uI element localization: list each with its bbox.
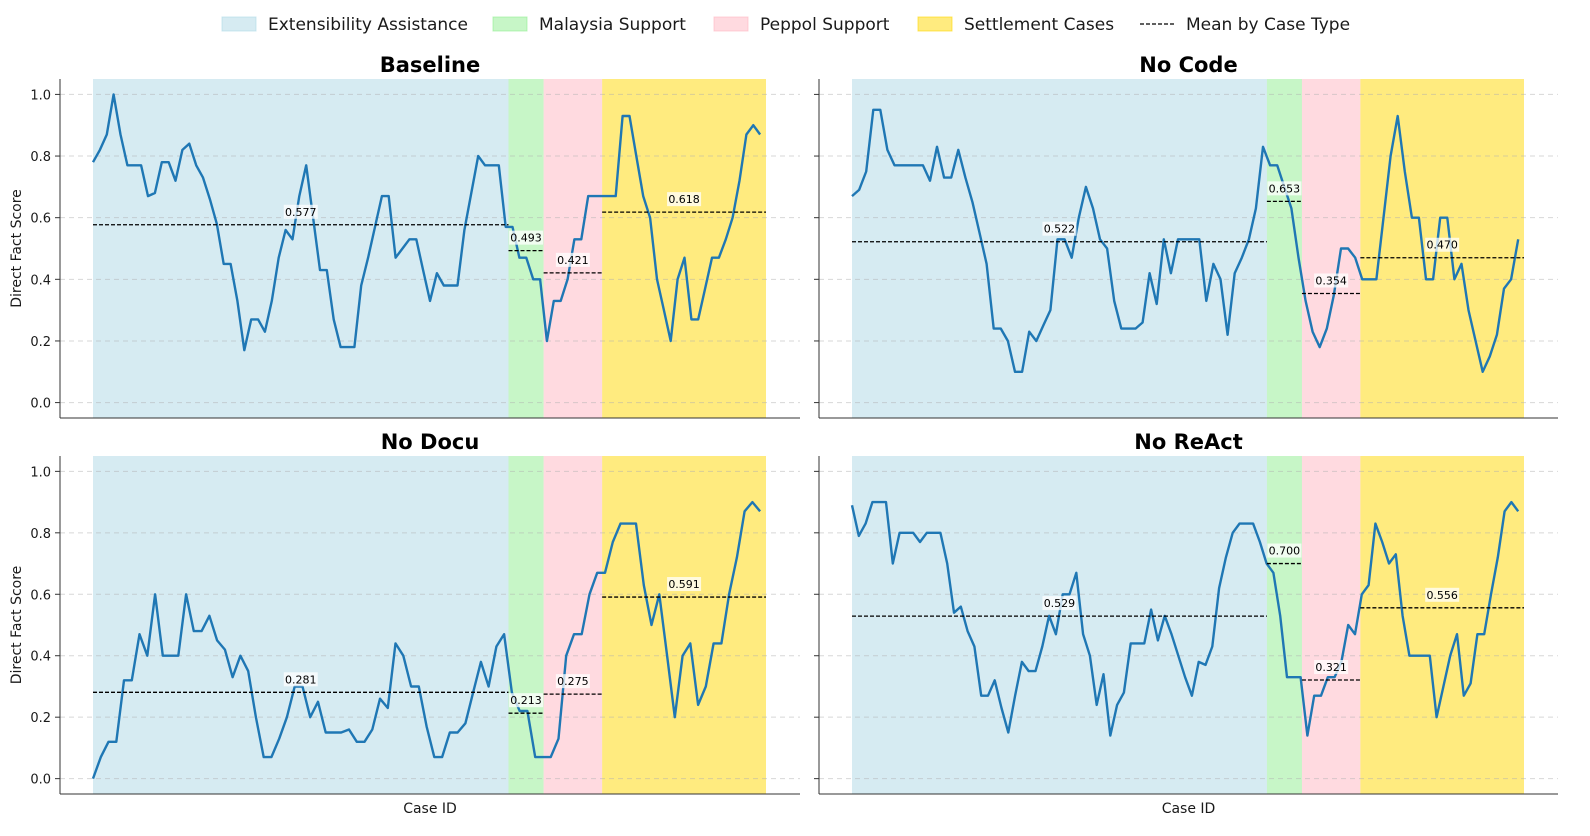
y-tick-label: 1.0	[30, 465, 51, 480]
mean-label: 0.470	[1426, 239, 1458, 252]
mean-label-box	[1425, 587, 1460, 602]
legend-label: Malaysia Support	[539, 15, 686, 35]
legend-item: Peppol Support	[713, 15, 890, 35]
mean-label: 0.700	[1269, 545, 1301, 558]
legend: Extensibility Assistance Malaysia Support…	[221, 15, 1350, 35]
y-tick-label: 0.2	[30, 335, 51, 350]
panel-title: Baseline	[380, 53, 481, 77]
panel: 0.0 0.2 0.4 0.6 0.8 1.0 0.281 0.213 0.275 0.591 No…	[9, 430, 800, 817]
mean-label: 0.281	[285, 673, 317, 686]
case-type-band	[1266, 456, 1302, 794]
mean-label-box	[1267, 543, 1302, 558]
x-axis-label: Case ID	[403, 801, 457, 817]
case-type-band	[852, 456, 1267, 794]
panel-title: No Code	[1139, 53, 1237, 77]
mean-label: 0.354	[1315, 274, 1347, 287]
legend-swatch	[221, 16, 257, 32]
mean-label: 0.618	[668, 193, 700, 206]
y-tick-label: 1.0	[30, 88, 51, 103]
legend-swatch	[492, 16, 528, 32]
case-type-band	[93, 456, 509, 794]
y-axis-label: Direct Fact Score	[9, 189, 25, 308]
y-tick-label: 0.4	[30, 273, 51, 288]
case-type-band	[543, 456, 603, 794]
chart-panels: 0.0 0.2 0.4 0.6 0.8 1.0 0.577 0.493 0.421 0.618 Ba…	[9, 53, 1558, 817]
mean-label-box	[283, 672, 318, 687]
mean-label: 0.275	[557, 675, 589, 688]
mean-label-box	[1425, 237, 1460, 252]
case-type-band	[93, 79, 509, 418]
mean-label: 0.529	[1044, 597, 1076, 610]
score-line	[91, 93, 762, 352]
mean-label: 0.421	[557, 254, 589, 267]
legend-label: Extensibility Assistance	[268, 15, 468, 35]
mean-label-box	[509, 693, 544, 708]
mean-label-box	[1314, 660, 1349, 675]
mean-label-box	[555, 252, 590, 267]
score-line	[850, 500, 1520, 737]
case-type-band	[508, 456, 544, 794]
mean-label: 0.577	[285, 206, 317, 219]
panel: 0.522 0.653 0.354 0.470 No Code	[814, 53, 1558, 419]
case-type-band	[508, 79, 544, 418]
y-tick-label: 0.6	[30, 588, 51, 603]
mean-label-box	[1042, 221, 1077, 236]
legend-label: Mean by Case Type	[1186, 15, 1350, 35]
score-line	[851, 108, 1520, 373]
y-tick-label: 0.0	[30, 773, 51, 788]
mean-label: 0.653	[1269, 182, 1301, 195]
legend-label: Peppol Support	[760, 15, 890, 35]
mean-label-box	[509, 230, 544, 245]
mean-label-box	[1314, 273, 1349, 288]
mean-label: 0.493	[510, 232, 542, 245]
case-type-band	[1301, 456, 1361, 794]
mean-label-box	[1042, 596, 1077, 611]
legend-item: Mean by Case Type	[1140, 15, 1350, 35]
case-type-band	[1301, 79, 1361, 418]
case-type-band	[602, 456, 766, 794]
mean-label-box	[667, 192, 702, 207]
y-tick-label: 0.2	[30, 711, 51, 726]
mean-label-box	[1267, 181, 1302, 196]
case-type-band	[1360, 456, 1524, 794]
mean-label: 0.522	[1044, 223, 1076, 236]
panel: 0.0 0.2 0.4 0.6 0.8 1.0 0.577 0.493 0.421 0.618 Ba…	[9, 53, 800, 419]
case-type-band	[852, 79, 1267, 418]
legend-label: Settlement Cases	[964, 15, 1114, 35]
y-tick-label: 0.8	[30, 150, 51, 165]
mean-label: 0.213	[510, 694, 542, 707]
legend-item: Settlement Cases	[917, 15, 1114, 35]
y-tick-label: 0.0	[30, 397, 51, 412]
panel-title: No ReAct	[1134, 430, 1242, 454]
y-tick-label: 0.8	[30, 527, 51, 542]
mean-label-box	[667, 577, 702, 592]
mean-label: 0.591	[668, 578, 700, 591]
case-type-band	[602, 79, 766, 418]
panel-title: No Docu	[381, 430, 480, 454]
y-axis-label: Direct Fact Score	[9, 566, 25, 685]
legend-swatch	[713, 16, 749, 32]
panel: 0.529 0.700 0.321 0.556 No ReAct Case ID	[814, 430, 1558, 817]
x-axis-label: Case ID	[1162, 801, 1216, 817]
score-line	[91, 500, 762, 780]
mean-label-box	[283, 204, 318, 219]
y-tick-label: 0.4	[30, 650, 51, 665]
y-tick-label: 0.6	[30, 212, 51, 227]
mean-label: 0.321	[1315, 661, 1347, 674]
legend-swatch	[917, 16, 953, 32]
legend-item: Extensibility Assistance	[221, 15, 468, 35]
legend-item: Malaysia Support	[492, 15, 686, 35]
mean-label: 0.556	[1426, 589, 1458, 602]
mean-label-box	[555, 674, 590, 689]
